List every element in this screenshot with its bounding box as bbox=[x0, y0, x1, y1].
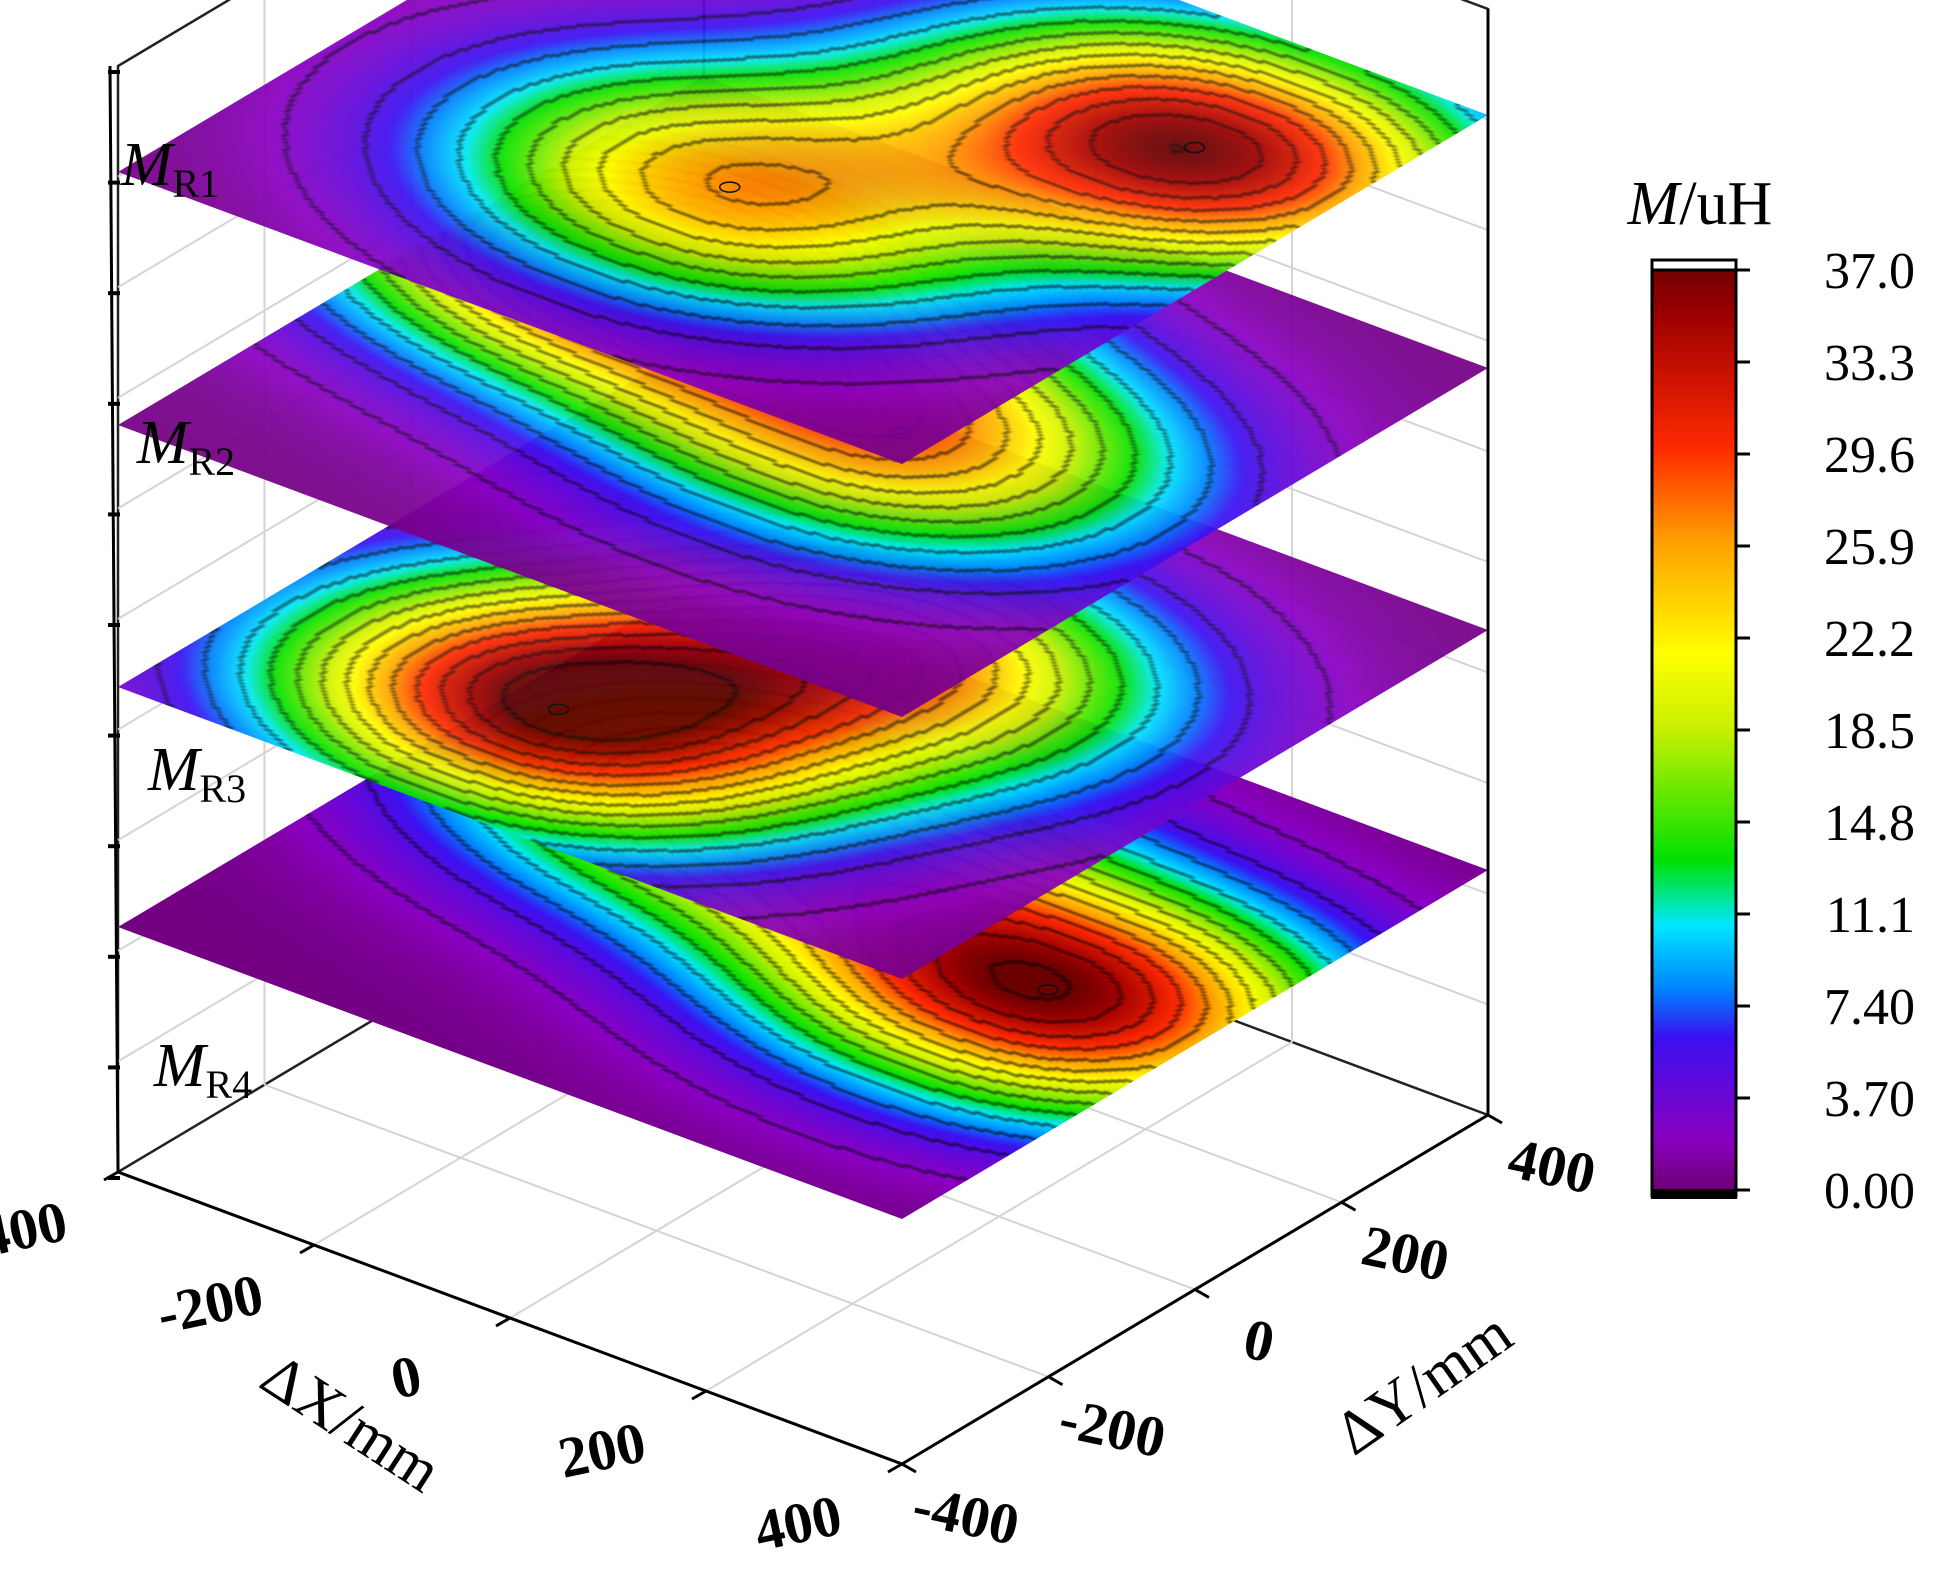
y-tick-label: -200 bbox=[1054, 1385, 1172, 1471]
peak-marker bbox=[719, 181, 741, 193]
color-scale-gradient bbox=[1650, 260, 1738, 1198]
y-tick-label: -400 bbox=[907, 1472, 1025, 1558]
peak-marker bbox=[1037, 984, 1059, 996]
layer-label-2: MR2 bbox=[136, 409, 235, 484]
x-tick bbox=[887, 1462, 903, 1474]
front-frame bbox=[103, 9, 1503, 1474]
color-scale-tick-label: 3.70 bbox=[1824, 1071, 1915, 1128]
x-axis-title: ΔX/mm bbox=[249, 1341, 452, 1506]
y-tick bbox=[1047, 1375, 1064, 1387]
color-scale-tick-label: 25.9 bbox=[1824, 519, 1915, 576]
gridline bbox=[705, 1041, 1293, 1392]
color-scale-bottom-cap bbox=[1651, 1189, 1737, 1199]
color-scale-tick-label: 29.6 bbox=[1824, 427, 1915, 484]
color-scale-tick-label: 14.8 bbox=[1824, 795, 1915, 852]
color-scale-top-cap bbox=[1650, 258, 1738, 272]
color-scale-tick-label: 33.3 bbox=[1824, 335, 1915, 392]
y-tick bbox=[901, 1462, 917, 1474]
color-scale-tick-label: 7.40 bbox=[1824, 979, 1915, 1036]
layer-label-1: MR1 bbox=[120, 131, 219, 206]
color-scale-tick-label: 0.00 bbox=[1824, 1163, 1915, 1220]
contour-layers bbox=[118, 0, 1488, 1219]
color-scale-tick-label: 37.0 bbox=[1824, 243, 1915, 300]
y-axis-title: ΔY/mm bbox=[1323, 1299, 1524, 1468]
color-scale-title: M/uH bbox=[1627, 170, 1773, 238]
color-scale: 37.0 33.3 29.6 25.9 22.2 18.5 14.8 11.1 7.40 3.70… bbox=[1627, 170, 1915, 1220]
y-tick bbox=[1194, 1288, 1210, 1299]
left-vertical-axis bbox=[108, 65, 120, 1173]
x-tick-label: -200 bbox=[151, 1261, 269, 1347]
x-tick bbox=[103, 1170, 119, 1182]
color-scale-tick-label: 11.1 bbox=[1826, 887, 1915, 944]
x-tick bbox=[299, 1243, 315, 1255]
y-tick-label: 400 bbox=[1503, 1125, 1602, 1207]
peak-marker bbox=[547, 703, 570, 715]
layer-label-3: MR3 bbox=[147, 736, 246, 811]
x-tick-label: 0 bbox=[385, 1342, 427, 1412]
color-scale-tick-label: 22.2 bbox=[1824, 611, 1915, 668]
x-tick bbox=[691, 1389, 707, 1401]
peak-marker bbox=[1183, 141, 1206, 154]
y-tick bbox=[1340, 1200, 1357, 1212]
y-tick-label: 200 bbox=[1356, 1212, 1455, 1294]
x-tick-label: 200 bbox=[553, 1409, 652, 1491]
x-tick-label: -400 bbox=[0, 1188, 73, 1274]
y-tick bbox=[1487, 1113, 1503, 1125]
color-scale-tick-label: 18.5 bbox=[1824, 703, 1915, 760]
x-tick-label: 400 bbox=[749, 1482, 848, 1564]
x-tick bbox=[495, 1316, 511, 1328]
y-tick-label: 0 bbox=[1238, 1306, 1280, 1376]
layer-label-4: MR4 bbox=[153, 1032, 252, 1107]
